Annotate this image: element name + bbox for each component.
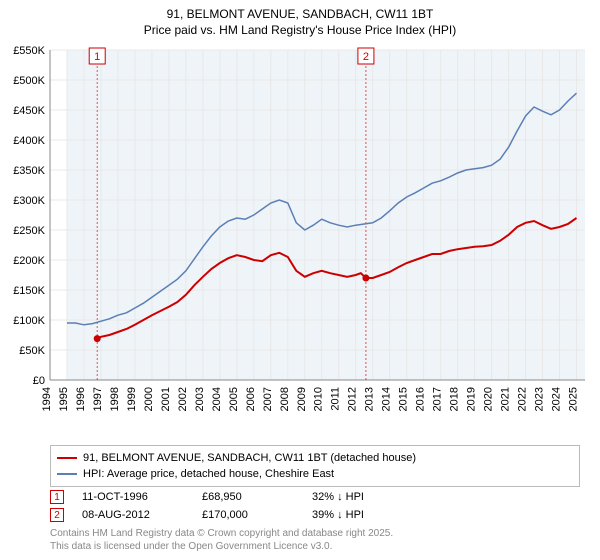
sales-price: £68,950 (202, 491, 312, 503)
sale-marker-number: 2 (363, 51, 369, 63)
x-tick-label: 2021 (500, 387, 512, 411)
y-tick-label: £550K (13, 45, 45, 57)
x-tick-label: 2017 (432, 387, 444, 411)
x-tick-label: 2010 (313, 387, 325, 411)
x-tick-label: 2020 (483, 387, 495, 411)
y-tick-label: £200K (13, 255, 45, 267)
y-tick-label: £50K (19, 345, 45, 357)
x-tick-label: 1996 (75, 387, 87, 411)
sale-point (94, 335, 101, 342)
x-tick-label: 1997 (92, 387, 104, 411)
title-line-1: 91, BELMONT AVENUE, SANDBACH, CW11 1BT (0, 6, 600, 22)
y-tick-label: £0 (33, 375, 45, 387)
attribution: Contains HM Land Registry data © Crown c… (50, 528, 393, 553)
chart-title-block: 91, BELMONT AVENUE, SANDBACH, CW11 1BT P… (0, 0, 600, 40)
x-tick-label: 2002 (177, 387, 189, 411)
x-tick-label: 2007 (262, 387, 274, 411)
x-tick-label: 2001 (160, 387, 172, 411)
x-tick-label: 2018 (449, 387, 461, 411)
sales-marker: 2 (50, 508, 64, 522)
y-tick-label: £300K (13, 195, 45, 207)
x-tick-label: 2005 (228, 387, 240, 411)
sales-table: 1 11-OCT-1996£68,95032% ↓ HPI 2 08-AUG-2012… (50, 488, 432, 524)
x-tick-label: 2024 (551, 387, 563, 411)
x-tick-label: 2008 (279, 387, 291, 411)
x-tick-label: 2016 (415, 387, 427, 411)
legend-row: 91, BELMONT AVENUE, SANDBACH, CW11 1BT (… (57, 450, 573, 466)
sales-diff: 39% ↓ HPI (312, 509, 432, 521)
sales-diff: 32% ↓ HPI (312, 491, 432, 503)
y-tick-label: £400K (13, 135, 45, 147)
plot-background (67, 50, 585, 380)
legend-label: 91, BELMONT AVENUE, SANDBACH, CW11 1BT (… (83, 452, 416, 464)
attribution-line-1: Contains HM Land Registry data © Crown c… (50, 528, 393, 541)
x-tick-label: 2015 (398, 387, 410, 411)
y-tick-label: £250K (13, 225, 45, 237)
x-tick-label: 2004 (211, 387, 223, 411)
legend-swatch (57, 473, 77, 475)
sales-marker: 1 (50, 490, 64, 504)
legend: 91, BELMONT AVENUE, SANDBACH, CW11 1BT (… (50, 445, 580, 487)
chart-area: £0 £50K £100K £150K £200K £250K £300K £350K £400… (0, 40, 600, 440)
x-tick-label: 2013 (364, 387, 376, 411)
sales-row: 2 08-AUG-2012£170,00039% ↓ HPI (50, 506, 432, 524)
y-tick-label: £350K (13, 165, 45, 177)
x-tick-label: 2019 (466, 387, 478, 411)
x-tick-label: 2000 (143, 387, 155, 411)
legend-swatch (57, 457, 77, 459)
title-line-2: Price paid vs. HM Land Registry's House … (0, 22, 600, 38)
y-tick-label: £500K (13, 75, 45, 87)
x-tick-label: 2022 (517, 387, 529, 411)
y-tick-label: £150K (13, 285, 45, 297)
x-tick-label: 2014 (381, 387, 393, 411)
x-tick-label: 1999 (126, 387, 138, 411)
legend-row: HPI: Average price, detached house, Ches… (57, 466, 573, 482)
sales-date: 08-AUG-2012 (82, 509, 202, 521)
sale-marker-number: 1 (94, 51, 100, 63)
x-tick-label: 2009 (296, 387, 308, 411)
sales-date: 11-OCT-1996 (82, 491, 202, 503)
y-tick-label: £100K (13, 315, 45, 327)
attribution-line-2: This data is licensed under the Open Gov… (50, 541, 393, 554)
x-tick-label: 2025 (568, 387, 580, 411)
x-tick-label: 2011 (330, 387, 342, 411)
x-tick-label: 2006 (245, 387, 257, 411)
sales-price: £170,000 (202, 509, 312, 521)
x-tick-label: 2012 (347, 387, 359, 411)
legend-label: HPI: Average price, detached house, Ches… (83, 468, 334, 480)
y-tick-label: £450K (13, 105, 45, 117)
sale-point (362, 275, 369, 282)
x-tick-label: 1994 (41, 387, 53, 411)
x-tick-label: 2003 (194, 387, 206, 411)
sales-row: 1 11-OCT-1996£68,95032% ↓ HPI (50, 488, 432, 506)
x-tick-label: 1995 (58, 387, 70, 411)
x-tick-label: 1998 (109, 387, 121, 411)
x-tick-label: 2023 (534, 387, 546, 411)
